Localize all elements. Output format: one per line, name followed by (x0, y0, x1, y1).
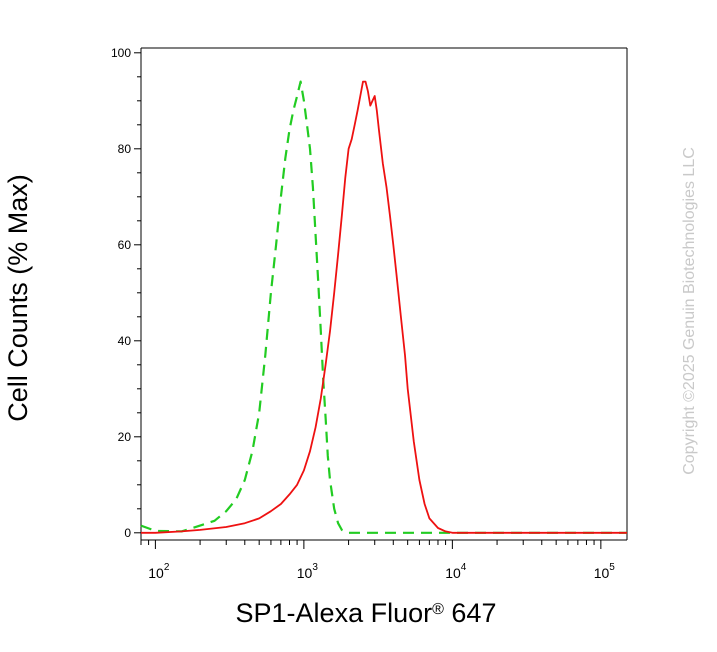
x-tick-label: 102 (148, 562, 170, 581)
isotype-control-curve (140, 80, 627, 534)
sp1-stained-curve (141, 80, 627, 534)
series-layer (140, 80, 627, 534)
y-axis-title: Cell Counts (% Max) (3, 174, 33, 422)
y-tick-label: 40 (118, 334, 132, 348)
copyright-watermark: Copyright ©2025 Genuin Biotechnologies L… (681, 147, 698, 475)
x-ticks: 102 103 104 105 (140, 540, 616, 581)
x-axis-title-registered-mark: ® (432, 601, 444, 618)
y-tick-label: 100 (111, 46, 131, 60)
plot-frame (140, 47, 628, 541)
y-tick-label: 80 (118, 142, 132, 156)
x-tick-label: 104 (445, 562, 467, 581)
y-tick-label: 0 (124, 526, 131, 540)
x-tick-label: 105 (594, 562, 616, 581)
x-axis-title: SP1-Alexa Fluor® 647 (236, 598, 497, 628)
y-tick-label: 60 (118, 238, 132, 252)
x-axis-title-main: SP1-Alexa Fluor (236, 598, 433, 628)
x-axis-title-tail: 647 (444, 598, 497, 628)
x-tick-label: 103 (297, 562, 319, 581)
y-ticks: 0 20 40 60 80 100 (111, 46, 141, 540)
y-tick-label: 20 (118, 430, 132, 444)
